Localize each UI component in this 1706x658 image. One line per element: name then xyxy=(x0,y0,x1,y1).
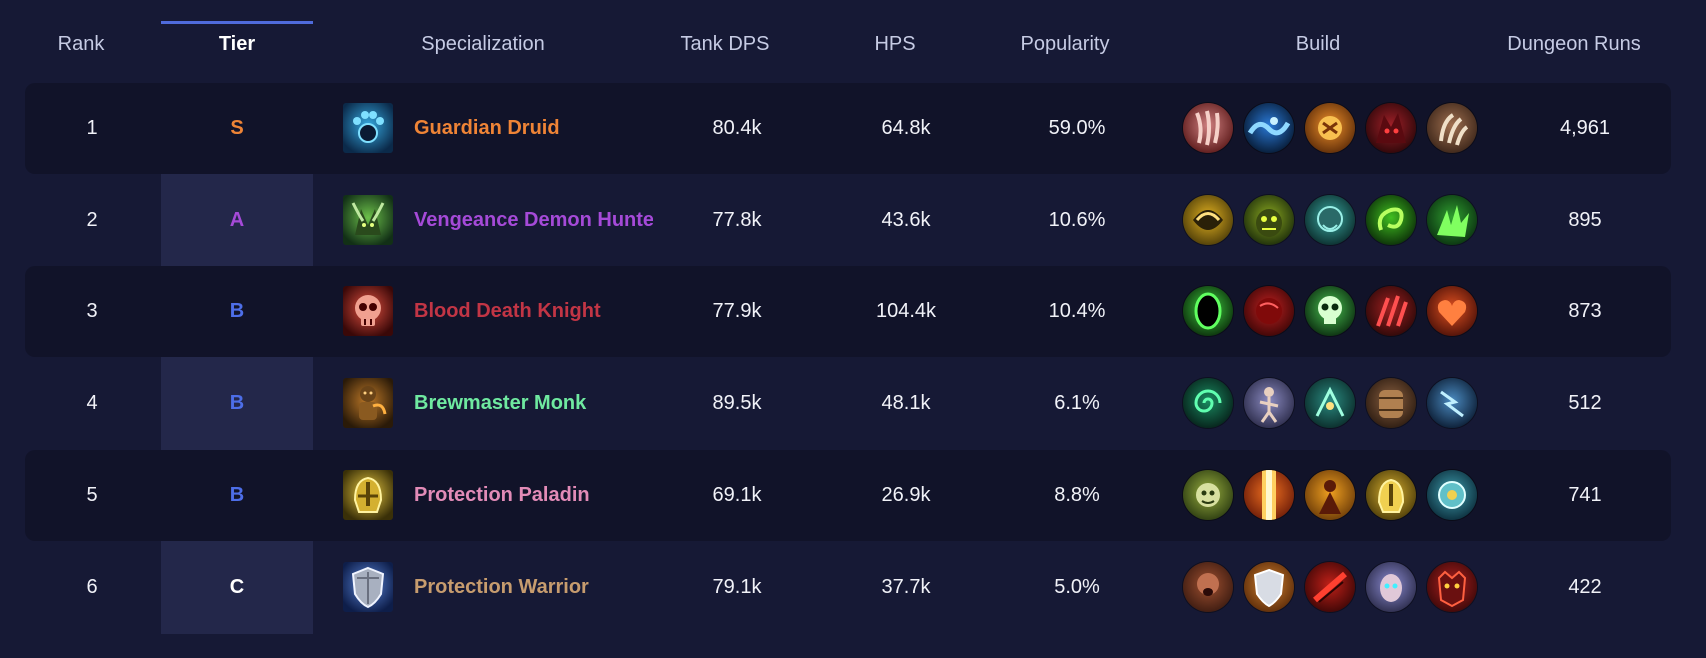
blood-orb-icon[interactable] xyxy=(1244,286,1294,337)
bear-paw-icon xyxy=(343,103,393,153)
warrior-roar-icon[interactable] xyxy=(1183,561,1233,612)
table-row[interactable]: 1 S Guardian Druid 80.4k 64.8k 59.0% 4,961 xyxy=(25,83,1671,174)
dungeon-runs-cell: 4,961 xyxy=(1559,117,1611,139)
header-rank[interactable]: Rank xyxy=(57,33,105,55)
red-slash-icon[interactable] xyxy=(1305,561,1355,612)
tier-badge: A xyxy=(229,208,245,231)
rank-cell: 2 xyxy=(86,208,98,231)
popularity-cell: 59.0% xyxy=(1048,117,1106,139)
header-specialization[interactable]: Specialization xyxy=(421,33,545,55)
dungeon-runs-cell: 512 xyxy=(1568,392,1602,415)
popularity-cell: 8.8% xyxy=(1054,483,1100,506)
header-tank-dps[interactable]: Tank DPS xyxy=(680,33,770,55)
demon-face-icon[interactable] xyxy=(1244,194,1294,245)
beast-red-icon[interactable] xyxy=(1366,103,1416,153)
wave-blue-icon[interactable] xyxy=(1244,103,1294,153)
chaos-gold-icon[interactable] xyxy=(1183,194,1233,245)
fel-green-icon[interactable] xyxy=(1366,194,1416,245)
tank-dps-cell: 79.1k xyxy=(712,575,762,598)
hps-cell: 48.1k xyxy=(881,392,931,415)
header-dungeon-runs[interactable]: Dungeon Runs xyxy=(1507,33,1641,55)
rank-cell: 5 xyxy=(86,483,98,506)
dungeon-runs-cell: 895 xyxy=(1568,208,1602,231)
popularity-cell: 5.0% xyxy=(1054,575,1100,598)
rage-orange-icon[interactable] xyxy=(1305,103,1355,153)
hps-cell: 43.6k xyxy=(881,208,931,231)
spec-name-link[interactable]: Vengeance Demon Hunter xyxy=(414,208,653,231)
table-row[interactable]: 4 B Brewmaster Monk 89.5k 48.1k 6.1% 512 xyxy=(25,358,1671,449)
table-row[interactable]: 6 C Protection Warrior 79.1k 37.7k 5.0% 422 xyxy=(25,542,1671,633)
header-build: Build xyxy=(1295,33,1341,55)
tier-badge: B xyxy=(229,300,245,323)
tier-badge: B xyxy=(229,483,245,506)
spec-name-link[interactable]: Guardian Druid xyxy=(414,117,560,139)
steel-shield-icon[interactable] xyxy=(1244,561,1294,612)
heart-flame-icon[interactable] xyxy=(1427,286,1477,337)
jade-strike-icon[interactable] xyxy=(1305,378,1355,429)
hps-cell: 37.7k xyxy=(881,575,931,598)
spirit-teal-icon[interactable] xyxy=(1305,194,1355,245)
popularity-cell: 10.4% xyxy=(1048,300,1106,323)
tank-dps-cell: 77.9k xyxy=(712,300,762,323)
spec-name-link[interactable]: Brewmaster Monk xyxy=(414,392,587,415)
tank-dps-cell: 69.1k xyxy=(712,483,762,506)
skull-red-icon xyxy=(343,286,393,337)
warrior-shield-icon xyxy=(343,561,393,612)
rank-cell: 1 xyxy=(86,117,98,139)
hps-cell: 104.4k xyxy=(875,300,937,323)
blood-claw-icon[interactable] xyxy=(1366,286,1416,337)
spec-name-link[interactable]: Protection Paladin xyxy=(414,483,590,506)
claw-red-icon[interactable] xyxy=(1183,103,1233,153)
golden-helm-icon[interactable] xyxy=(1366,469,1416,520)
tier-badge: B xyxy=(229,392,245,415)
holy-figure-icon[interactable] xyxy=(1305,469,1355,520)
skull-green-icon[interactable] xyxy=(1305,286,1355,337)
dungeon-runs-cell: 422 xyxy=(1568,575,1602,598)
header-popularity[interactable]: Popularity xyxy=(1020,33,1110,55)
guardian-face-icon[interactable] xyxy=(1183,469,1233,520)
tier-sort-indicator xyxy=(161,21,313,24)
tier-badge: C xyxy=(229,575,245,598)
table-row[interactable]: 3 B Blood Death Knight 77.9k 104.4k 10.4% 873 xyxy=(25,266,1671,358)
tier-badge: S xyxy=(230,117,244,139)
popularity-cell: 10.6% xyxy=(1048,208,1106,231)
demon-horns-icon xyxy=(343,194,393,245)
storm-blue-icon[interactable] xyxy=(1427,378,1477,429)
tank-dps-cell: 80.4k xyxy=(712,117,762,139)
light-pillar-icon[interactable] xyxy=(1244,469,1294,520)
header-tier[interactable]: Tier xyxy=(218,33,256,55)
tank-dps-cell: 89.5k xyxy=(712,392,762,415)
tank-dps-cell: 77.8k xyxy=(712,208,762,231)
header-hps[interactable]: HPS xyxy=(874,33,916,55)
tier-column-highlight xyxy=(161,83,313,634)
holy-shield-icon[interactable] xyxy=(1427,469,1477,520)
spec-name-link[interactable]: Blood Death Knight xyxy=(414,300,601,323)
holy-helm-icon xyxy=(343,469,393,520)
claw-brown-icon[interactable] xyxy=(1427,103,1477,153)
hps-cell: 64.8k xyxy=(881,117,931,139)
monk-figure-icon[interactable] xyxy=(1244,378,1294,429)
table-row[interactable]: 2 A Vengeance Demon Hunter 77.8k 43.6k 10.6% 8… xyxy=(25,175,1671,266)
spec-name-link[interactable]: Protection Warrior xyxy=(414,575,589,598)
dungeon-runs-cell: 741 xyxy=(1568,483,1602,506)
spectral-face-icon[interactable] xyxy=(1366,561,1416,612)
keg-icon[interactable] xyxy=(1366,378,1416,429)
vortex-green-icon[interactable] xyxy=(1183,378,1233,429)
void-ring-icon[interactable] xyxy=(1183,286,1233,337)
rank-cell: 4 xyxy=(86,392,98,415)
fel-claw-icon[interactable] xyxy=(1427,194,1477,245)
rank-cell: 6 xyxy=(86,575,98,598)
dungeon-runs-cell: 873 xyxy=(1568,300,1602,323)
table-row[interactable]: 5 B Protection Paladin 69.1k 26.9k 8.8% 741 xyxy=(25,449,1671,541)
demon-mask-icon[interactable] xyxy=(1427,561,1477,612)
hps-cell: 26.9k xyxy=(881,483,931,506)
rank-cell: 3 xyxy=(86,300,98,323)
popularity-cell: 6.1% xyxy=(1054,392,1100,415)
table-header: Rank Tier Specialization Tank DPS HPS Po… xyxy=(0,24,1706,64)
brewmaster-icon xyxy=(343,378,393,429)
